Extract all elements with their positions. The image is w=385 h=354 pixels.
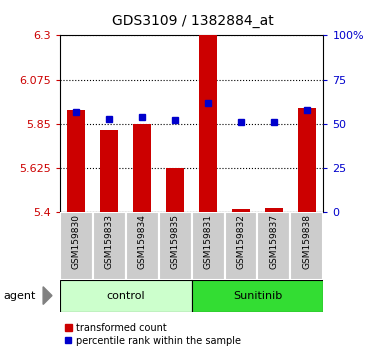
Text: GSM159833: GSM159833: [105, 215, 114, 269]
Text: GSM159837: GSM159837: [270, 215, 278, 269]
Bar: [265, 209, 283, 212]
Text: GSM159831: GSM159831: [204, 215, 213, 269]
Bar: [199, 35, 217, 212]
Bar: [290, 212, 323, 280]
Bar: [224, 212, 258, 280]
Text: control: control: [106, 291, 145, 301]
Text: GSM159830: GSM159830: [72, 215, 81, 269]
Bar: [258, 212, 290, 280]
Bar: [67, 110, 85, 212]
Bar: [298, 108, 316, 212]
Bar: [100, 130, 118, 212]
Bar: [159, 212, 191, 280]
Text: Sunitinib: Sunitinib: [233, 291, 282, 301]
Bar: [60, 212, 93, 280]
Bar: [126, 212, 159, 280]
Bar: [133, 124, 151, 212]
Bar: [93, 212, 126, 280]
Bar: [166, 168, 184, 212]
Text: GSM159838: GSM159838: [302, 215, 311, 269]
Text: agent: agent: [4, 291, 36, 301]
Polygon shape: [43, 287, 52, 304]
Bar: [191, 280, 323, 312]
Text: GDS3109 / 1382884_at: GDS3109 / 1382884_at: [112, 14, 273, 28]
Bar: [191, 212, 224, 280]
Legend: transformed count, percentile rank within the sample: transformed count, percentile rank withi…: [65, 323, 241, 346]
Bar: [60, 280, 191, 312]
Text: GSM159834: GSM159834: [137, 215, 147, 269]
Text: GSM159832: GSM159832: [236, 215, 246, 269]
Text: GSM159835: GSM159835: [171, 215, 179, 269]
Bar: [232, 210, 250, 212]
